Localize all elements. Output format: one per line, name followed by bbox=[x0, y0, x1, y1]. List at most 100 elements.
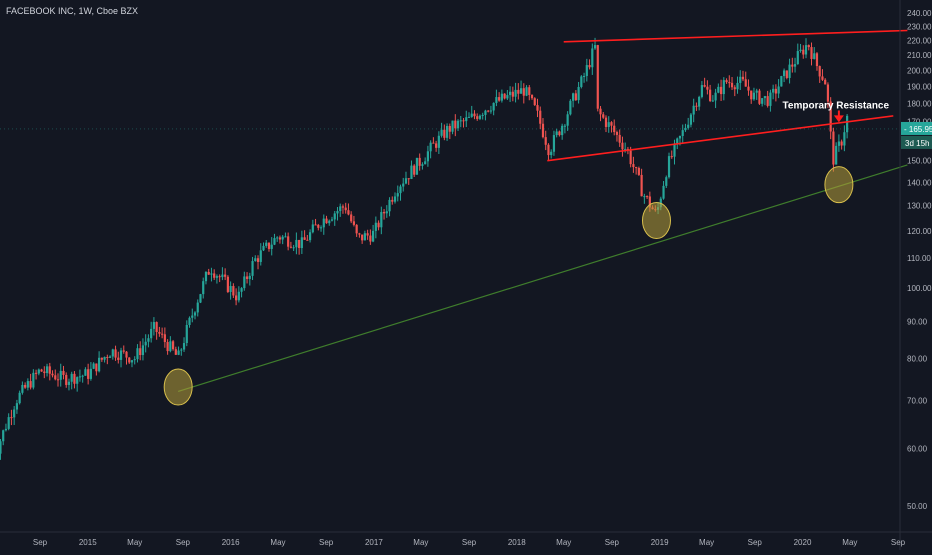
time-tick-label: Sep bbox=[176, 538, 191, 547]
candle-body bbox=[432, 142, 435, 144]
candle-body bbox=[725, 80, 728, 83]
candle-body bbox=[344, 207, 347, 211]
candle-body bbox=[171, 341, 175, 350]
price-tick-label: 180.00 bbox=[907, 99, 932, 108]
candle-body bbox=[498, 97, 501, 101]
current-price-label: - 165.95 bbox=[904, 125, 932, 134]
candle-body bbox=[615, 132, 619, 135]
candle-body bbox=[539, 110, 542, 124]
candle-body bbox=[791, 64, 794, 67]
candle-body bbox=[18, 392, 21, 404]
candle-body bbox=[410, 165, 413, 179]
price-tick-label: 150.00 bbox=[907, 157, 932, 166]
time-tick-label: May bbox=[270, 538, 285, 547]
candle-body bbox=[613, 125, 616, 133]
candle-body bbox=[610, 122, 613, 126]
price-tick-label: 230.00 bbox=[907, 22, 932, 31]
candle-body bbox=[358, 233, 361, 235]
candle-body bbox=[21, 384, 24, 393]
candle-body bbox=[632, 164, 635, 168]
candle-body bbox=[130, 360, 134, 363]
candle-body bbox=[352, 221, 356, 225]
candle-body bbox=[421, 164, 424, 166]
candle-body bbox=[506, 95, 509, 99]
time-axis[interactable]: Sep 2015 May Sep 2016 May Sep 2017 May Sep 2018 May… bbox=[0, 531, 932, 547]
annotation-layer: Temporary Resistance bbox=[163, 29, 908, 406]
candle-body bbox=[547, 144, 550, 156]
time-tick-label: 2019 bbox=[651, 538, 669, 547]
candle-body bbox=[76, 377, 79, 384]
candle-body bbox=[517, 89, 520, 94]
candle-body bbox=[640, 174, 643, 197]
candle-body bbox=[317, 224, 320, 228]
candle-body bbox=[161, 333, 164, 335]
candle-body bbox=[843, 132, 846, 146]
candle-body bbox=[267, 242, 271, 249]
candle-body bbox=[665, 177, 668, 186]
candle-body bbox=[763, 96, 767, 99]
candle-body bbox=[199, 294, 202, 303]
price-tick-label: 170.00 bbox=[907, 117, 932, 126]
time-tick-label: May bbox=[842, 538, 857, 547]
price-tick-label: 200.00 bbox=[907, 66, 932, 75]
candle-body bbox=[188, 317, 191, 326]
candle-body bbox=[689, 114, 693, 125]
candle-body bbox=[703, 85, 706, 87]
candle-body bbox=[588, 65, 591, 68]
candle-body bbox=[284, 236, 287, 238]
candle-body bbox=[322, 218, 325, 228]
candle-body bbox=[766, 96, 769, 106]
candle-body bbox=[489, 110, 493, 112]
candle-body bbox=[204, 271, 208, 282]
candle-body bbox=[528, 87, 531, 95]
candle-body bbox=[281, 236, 284, 240]
candle-body bbox=[103, 356, 106, 360]
candle-body bbox=[774, 88, 777, 94]
candle-body bbox=[251, 261, 254, 276]
candle-body bbox=[270, 244, 273, 249]
candle-body bbox=[618, 134, 621, 143]
candle-body bbox=[829, 101, 832, 132]
candle-body bbox=[169, 341, 172, 352]
candle-body bbox=[645, 196, 649, 198]
candle-body bbox=[788, 64, 791, 78]
candle-body bbox=[240, 288, 243, 292]
candle-body bbox=[793, 64, 797, 67]
candle-body bbox=[443, 129, 446, 138]
candle-body bbox=[13, 409, 16, 418]
candle-body bbox=[484, 110, 487, 115]
time-tick-label: 2016 bbox=[222, 538, 240, 547]
candle-body bbox=[736, 82, 739, 90]
candle-body bbox=[711, 100, 714, 102]
candle-body bbox=[799, 49, 802, 52]
candle-body bbox=[339, 206, 342, 212]
candle-body bbox=[815, 53, 819, 67]
highlight-circle bbox=[641, 202, 671, 240]
candle-body bbox=[826, 84, 830, 102]
time-tick-label: Sep bbox=[33, 538, 48, 547]
candle-body bbox=[311, 224, 314, 233]
candle-body bbox=[128, 357, 131, 363]
price-tick-label: 50.00 bbox=[907, 502, 928, 511]
candle-body bbox=[81, 375, 84, 377]
highlight-circle bbox=[163, 368, 193, 406]
candle-body bbox=[374, 222, 377, 231]
candle-body bbox=[752, 92, 756, 100]
candle-body bbox=[4, 428, 8, 431]
candle-body bbox=[235, 295, 238, 301]
candle-body bbox=[34, 372, 38, 374]
candle-body bbox=[341, 206, 345, 208]
trendline-upper-channel bbox=[563, 29, 908, 43]
candle-body bbox=[832, 131, 835, 165]
candle-body bbox=[837, 141, 840, 146]
price-tick-label: 110.00 bbox=[907, 254, 931, 263]
time-tick-label: Sep bbox=[462, 538, 477, 547]
time-tick-label: Sep bbox=[891, 538, 906, 547]
candle-body bbox=[180, 349, 183, 351]
candle-body bbox=[51, 373, 54, 376]
time-tick-label: May bbox=[413, 538, 428, 547]
candle-body bbox=[32, 372, 35, 388]
